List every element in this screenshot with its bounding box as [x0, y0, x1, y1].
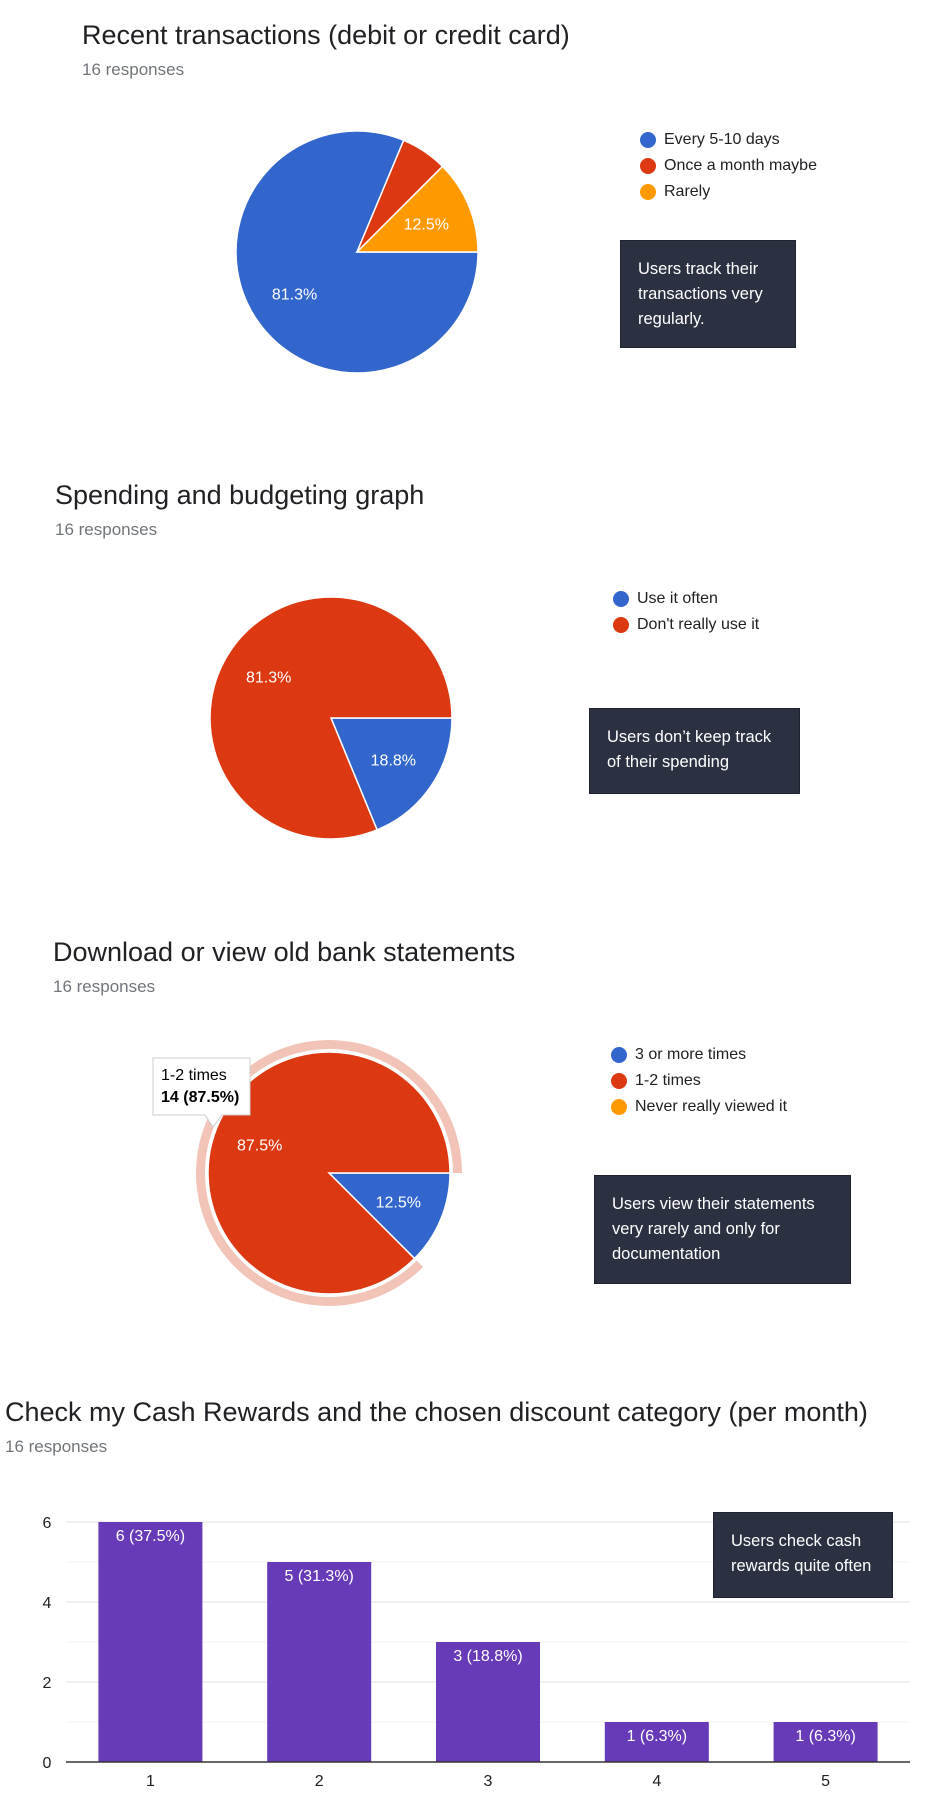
legend-item-rarely[interactable]: Rarely [640, 179, 817, 205]
legend-label: Use it often [637, 590, 718, 607]
chart-legend: Use it often Don't really use it [613, 586, 759, 638]
slice-tooltip: 1-2 times 14 (87.5%) [152, 1057, 251, 1128]
legend-item-1-2-times[interactable]: 1-2 times [611, 1068, 787, 1094]
chart-legend: 3 or more times 1-2 times Never really vie… [611, 1042, 787, 1120]
chart-section-cash-rewards: Check my Cash Rewards and the chosen dis… [0, 1380, 926, 1820]
legend-item-every-5-10-days[interactable]: Every 5-10 days [640, 127, 817, 153]
pie-slice-3-or-more-times[interactable] [327, 1172, 451, 1260]
legend-swatch [640, 184, 656, 200]
legend-swatch [640, 132, 656, 148]
legend-swatch [611, 1073, 627, 1089]
pie-slice-use-it-often[interactable] [329, 717, 453, 831]
legend-label: Don't really use it [637, 616, 760, 633]
x-tick-label: 3 [484, 1773, 493, 1790]
legend-item-never-really-viewed-it[interactable]: Never really viewed it [611, 1094, 787, 1120]
pie-chart: 81.3% 12.5% [235, 130, 479, 374]
slice-data-label: 18.8% [371, 753, 416, 770]
response-count: 16 responses [53, 977, 156, 996]
bar-data-label: 5 (31.3%) [285, 1568, 354, 1585]
x-tick-label: 5 [821, 1773, 830, 1790]
chart-legend: Every 5-10 days Once a month maybe Rarely [640, 127, 817, 205]
bar-4[interactable] [604, 1722, 709, 1762]
y-tick-label: 0 [43, 1755, 52, 1772]
chart-title: Recent transactions (debit or credit car… [82, 20, 570, 50]
annotation-note: Users don’t keep track of their spending [589, 708, 800, 794]
annotation-note: Users track their transactions very regu… [620, 240, 796, 348]
response-count: 16 responses [5, 1437, 108, 1456]
legend-swatch [613, 617, 629, 633]
bar-data-label: 3 (18.8%) [453, 1648, 522, 1665]
response-count: 16 responses [55, 520, 158, 539]
bar-data-label: 1 (6.3%) [627, 1728, 687, 1745]
chart-section-bank-statements: Download or view old bank statements 16 … [0, 920, 926, 1360]
legend-item-3-or-more-times[interactable]: 3 or more times [611, 1042, 787, 1068]
x-tick-label: 4 [652, 1773, 661, 1790]
pie-chart: 12.5% 87.5% 1-2 times 14 (87.5%) [152, 1040, 462, 1306]
bar-5[interactable] [773, 1722, 878, 1762]
bar-chart: 0 2 4 6 6 (37.5%) 1 5 (31.3%) 2 3 (18.8%) 3 1 (6.3… [43, 1515, 910, 1790]
legend-swatch [640, 158, 656, 174]
slice-data-label: 81.3% [272, 287, 317, 304]
legend-label: 1-2 times [635, 1072, 701, 1089]
bar-2[interactable] [267, 1562, 372, 1762]
slice-data-label: 87.5% [237, 1137, 282, 1154]
legend-swatch [611, 1099, 627, 1115]
pie-chart: 18.8% 81.3% [209, 596, 453, 840]
x-tick-label: 2 [315, 1773, 324, 1790]
annotation-note: Users check cash rewards quite often [713, 1512, 893, 1598]
y-tick-label: 4 [43, 1595, 52, 1612]
bar-1[interactable] [98, 1522, 203, 1762]
y-tick-label: 2 [43, 1675, 52, 1692]
legend-label: 3 or more times [635, 1046, 747, 1063]
bar-data-label: 1 (6.3%) [795, 1728, 855, 1745]
legend-item-use-it-often[interactable]: Use it often [613, 586, 759, 612]
chart-title: Download or view old bank statements [53, 937, 516, 967]
tooltip-label: 1-2 times [161, 1067, 227, 1084]
chart-title: Check my Cash Rewards and the chosen dis… [5, 1397, 868, 1427]
bar-3[interactable] [436, 1642, 540, 1762]
slice-data-label: 12.5% [376, 1195, 421, 1212]
bar-data-label: 6 (37.5%) [116, 1528, 185, 1545]
chart-title: Spending and budgeting graph [55, 480, 425, 510]
pie-slice-don-t-really-use-it[interactable] [209, 596, 453, 840]
y-tick-label: 6 [43, 1515, 52, 1532]
pie-slice-rarely[interactable] [355, 165, 479, 253]
chart-section-recent-transactions: Recent transactions (debit or credit car… [0, 0, 926, 440]
legend-swatch [613, 591, 629, 607]
legend-item-don-t-really-use-it[interactable]: Don't really use it [613, 612, 759, 638]
legend-label: Rarely [664, 183, 711, 200]
legend-swatch [611, 1047, 627, 1063]
chart-section-spending-graph: Spending and budgeting graph 16 response… [0, 440, 926, 920]
legend-item-once-a-month-maybe[interactable]: Once a month maybe [640, 153, 817, 179]
slice-data-label: 81.3% [246, 669, 291, 686]
x-tick-label: 1 [146, 1773, 155, 1790]
tooltip-value: 14 (87.5%) [161, 1089, 239, 1106]
legend-label: Every 5-10 days [664, 131, 780, 148]
response-count: 16 responses [82, 60, 185, 79]
annotation-note: Users view their statements very rarely … [594, 1175, 851, 1284]
slice-data-label: 12.5% [404, 216, 449, 233]
legend-label: Never really viewed it [635, 1098, 788, 1115]
legend-label: Once a month maybe [664, 157, 817, 174]
pie-slice-1-2-times[interactable] [207, 1051, 451, 1295]
